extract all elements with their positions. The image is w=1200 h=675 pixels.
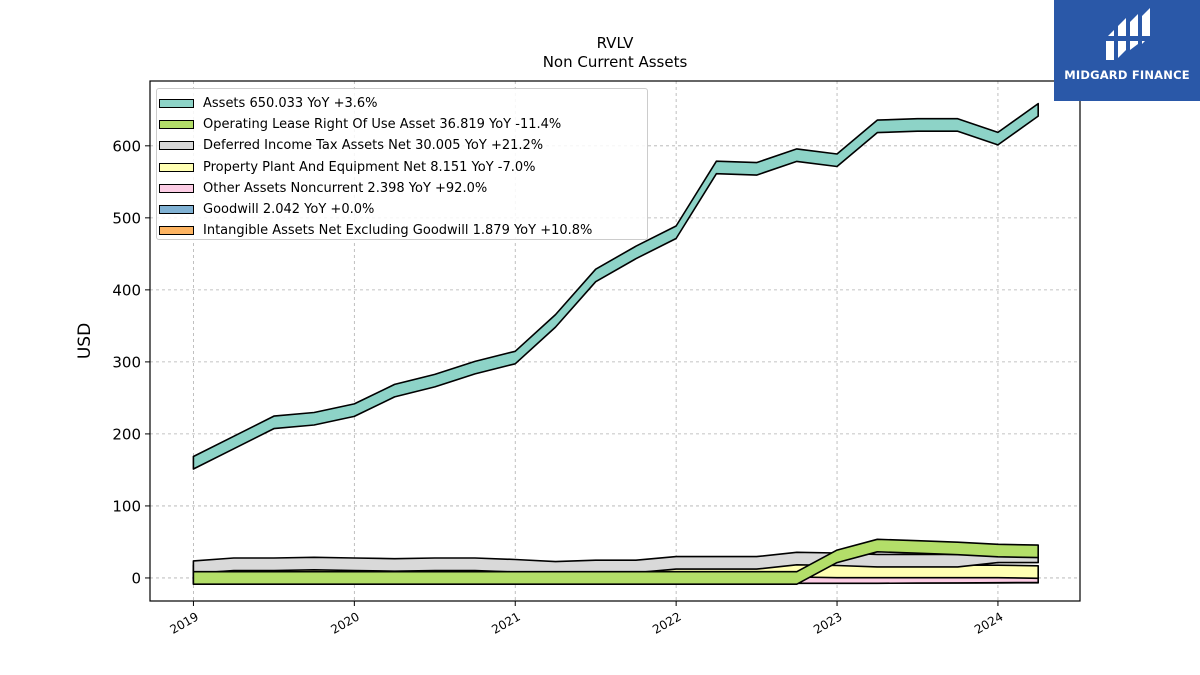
x-tick-label: 2020 xyxy=(328,609,361,636)
y-axis-label: USD xyxy=(75,323,95,359)
brand-name: MIDGARD FINANCE xyxy=(1064,68,1190,82)
legend-item: Other Assets Noncurrent 2.398 YoY +92.0% xyxy=(159,178,647,199)
series-area-operating-lease-right-of-use-asset xyxy=(192,538,1039,585)
legend-label: Assets 650.033 YoY +3.6% xyxy=(203,96,378,112)
x-tick-label: 2024 xyxy=(972,609,1005,636)
y-tick-label: 0 xyxy=(131,569,141,587)
series-areas xyxy=(192,102,1039,585)
legend-item: Intangible Assets Net Excluding Goodwill… xyxy=(159,220,647,241)
legend-swatch xyxy=(159,226,194,236)
chart-title: RVLV xyxy=(597,34,635,52)
legend-swatch xyxy=(159,205,194,215)
y-tick-label: 100 xyxy=(112,497,141,515)
chart-subtitle: Non Current Assets xyxy=(543,53,688,71)
legend-item: Goodwill 2.042 YoY +0.0% xyxy=(159,199,647,220)
x-tick-label: 2022 xyxy=(650,609,683,636)
legend-label: Deferred Income Tax Assets Net 30.005 Yo… xyxy=(203,138,544,154)
legend-label: Other Assets Noncurrent 2.398 YoY +92.0% xyxy=(203,180,488,196)
y-tick-label: 400 xyxy=(112,281,141,299)
y-tick-label: 600 xyxy=(112,137,141,155)
y-tick-label: 200 xyxy=(112,425,141,443)
legend-swatch xyxy=(159,141,194,151)
legend-label: Goodwill 2.042 YoY +0.0% xyxy=(203,202,375,218)
series-area-assets xyxy=(192,102,1039,470)
x-tick-label: 2023 xyxy=(811,609,844,636)
plot-frame xyxy=(149,80,1081,602)
legend-item: Property Plant And Equipment Net 8.151 Y… xyxy=(159,157,647,178)
legend-label: Property Plant And Equipment Net 8.151 Y… xyxy=(203,159,536,175)
legend-item: Deferred Income Tax Assets Net 30.005 Yo… xyxy=(159,135,647,156)
legend-swatch xyxy=(159,120,194,130)
legend-swatch xyxy=(159,99,194,109)
brand-logo: MIDGARD FINANCE xyxy=(1054,0,1200,101)
legend-item: Assets 650.033 YoY +3.6% xyxy=(159,93,647,114)
midgard-logo-icon xyxy=(1104,8,1152,60)
y-tick-label: 500 xyxy=(112,209,141,227)
legend-swatch xyxy=(159,162,194,172)
y-tick-label: 300 xyxy=(112,353,141,371)
legend-label: Operating Lease Right Of Use Asset 36.81… xyxy=(203,117,562,133)
x-tick-label: 2019 xyxy=(167,609,200,636)
x-tick-label: 2021 xyxy=(489,609,522,636)
legend-item: Operating Lease Right Of Use Asset 36.81… xyxy=(159,114,647,135)
legend-label: Intangible Assets Net Excluding Goodwill… xyxy=(203,223,593,239)
legend: Assets 650.033 YoY +3.6% Operating Lease … xyxy=(156,88,648,240)
legend-swatch xyxy=(159,183,194,193)
